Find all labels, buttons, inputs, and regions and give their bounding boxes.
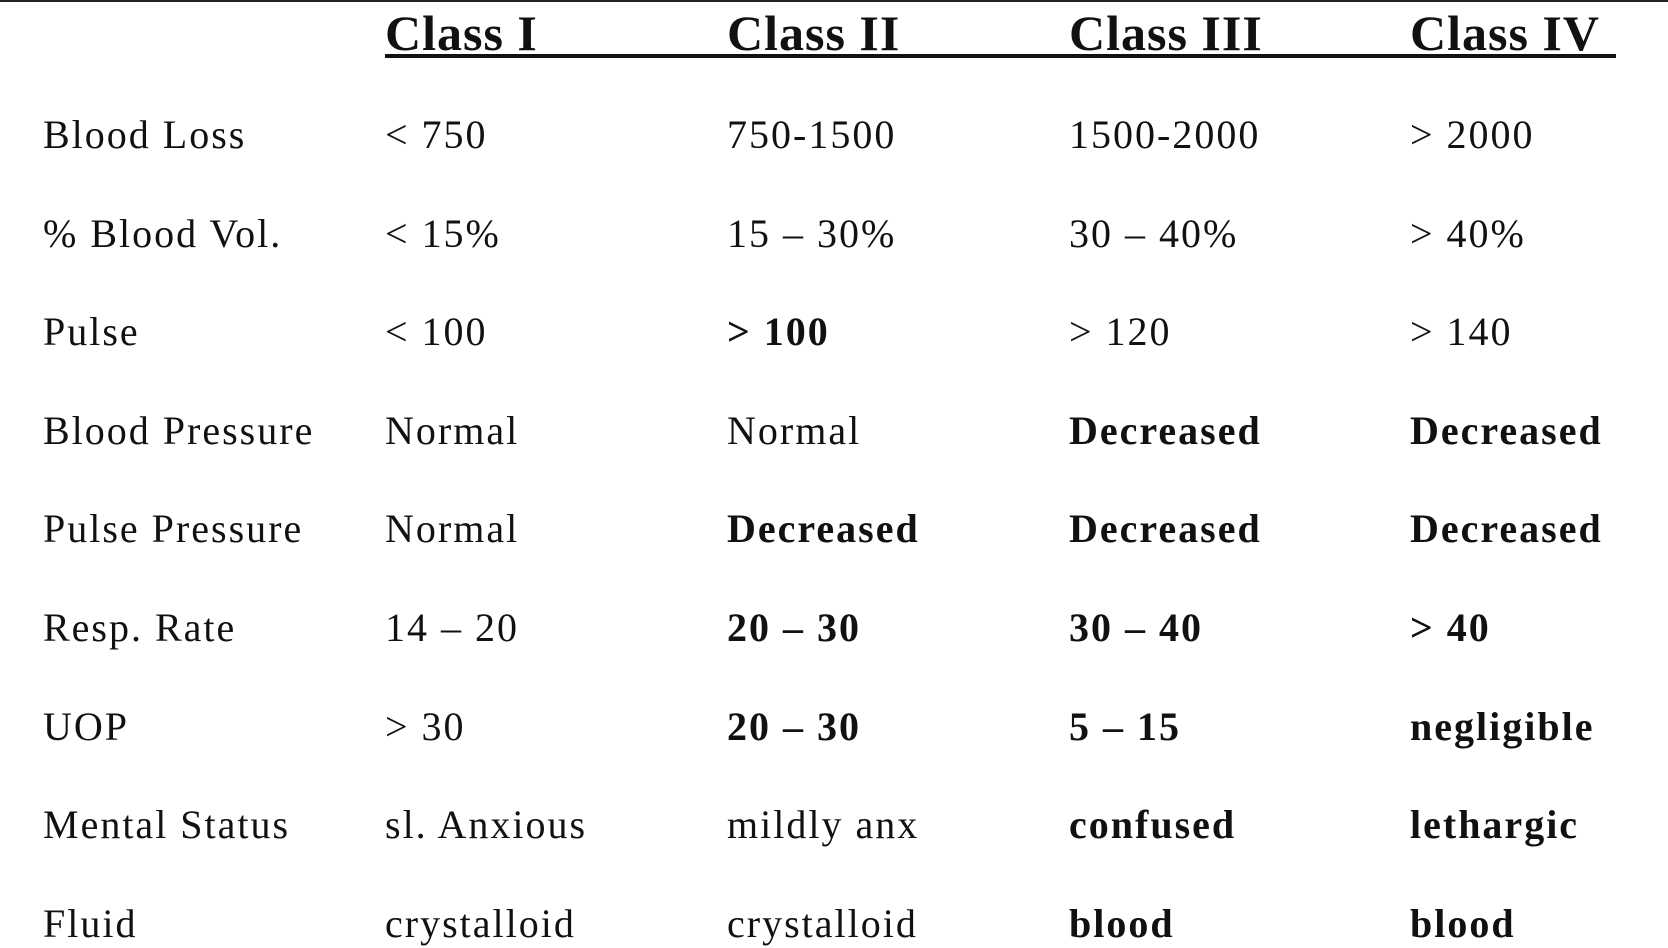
row-label: Blood Loss — [43, 112, 247, 157]
cell: > 30 — [385, 703, 466, 749]
column-header: Class IV — [1410, 5, 1600, 61]
cell: 30 – 40% — [1069, 210, 1239, 256]
cell: lethargic — [1410, 802, 1580, 848]
cell: confused — [1069, 802, 1237, 848]
column-header: Class I — [385, 5, 538, 61]
cell: mildly anx — [727, 802, 920, 848]
cell: < 100 — [385, 309, 488, 355]
cell: 30 – 40 — [1069, 605, 1203, 650]
cell: 14 – 20 — [385, 605, 519, 650]
row-label: Pulse Pressure — [43, 506, 304, 552]
header-underline — [385, 54, 1616, 58]
cell: Decreased — [1069, 506, 1262, 552]
cell: Normal — [727, 407, 862, 453]
row-label: UOP — [43, 703, 130, 749]
cell: > 2000 — [1410, 112, 1535, 157]
cell: 20 – 30 — [727, 605, 861, 650]
row-label: Fluid — [43, 900, 138, 946]
row-label: Pulse — [43, 309, 140, 355]
cell: 15 – 30% — [727, 210, 897, 256]
column-header: Class III — [1069, 5, 1263, 61]
cell: crystalloid — [727, 900, 918, 946]
cell: Normal — [385, 506, 520, 552]
top-border — [0, 0, 1668, 2]
cell: > 120 — [1069, 309, 1172, 355]
cell: > 40 — [1410, 605, 1491, 650]
row-label: Mental Status — [43, 802, 291, 848]
cell: Decreased — [1410, 407, 1603, 453]
cell: Decreased — [727, 506, 920, 552]
cell: > 140 — [1410, 309, 1513, 355]
cell: < 750 — [385, 112, 488, 157]
cell: sl. Anxious — [385, 802, 588, 848]
cell: 1500-2000 — [1069, 112, 1261, 157]
cell: Normal — [385, 407, 520, 453]
cell: crystalloid — [385, 900, 576, 946]
cell: < 15% — [385, 210, 501, 256]
cell: blood — [1069, 900, 1175, 946]
column-header: Class II — [727, 5, 901, 61]
cell: Decreased — [1410, 506, 1603, 552]
cell: > 100 — [727, 309, 830, 355]
row-label: % Blood Vol. — [43, 210, 283, 256]
row-label: Resp. Rate — [43, 605, 237, 650]
cell: negligible — [1410, 703, 1595, 749]
cell: 750-1500 — [727, 112, 897, 157]
cell: Decreased — [1069, 407, 1262, 453]
cell: 20 – 30 — [727, 703, 861, 749]
cell: blood — [1410, 900, 1516, 946]
cell: > 40% — [1410, 210, 1526, 256]
row-label: Blood Pressure — [43, 407, 315, 453]
cell: 5 – 15 — [1069, 703, 1181, 749]
